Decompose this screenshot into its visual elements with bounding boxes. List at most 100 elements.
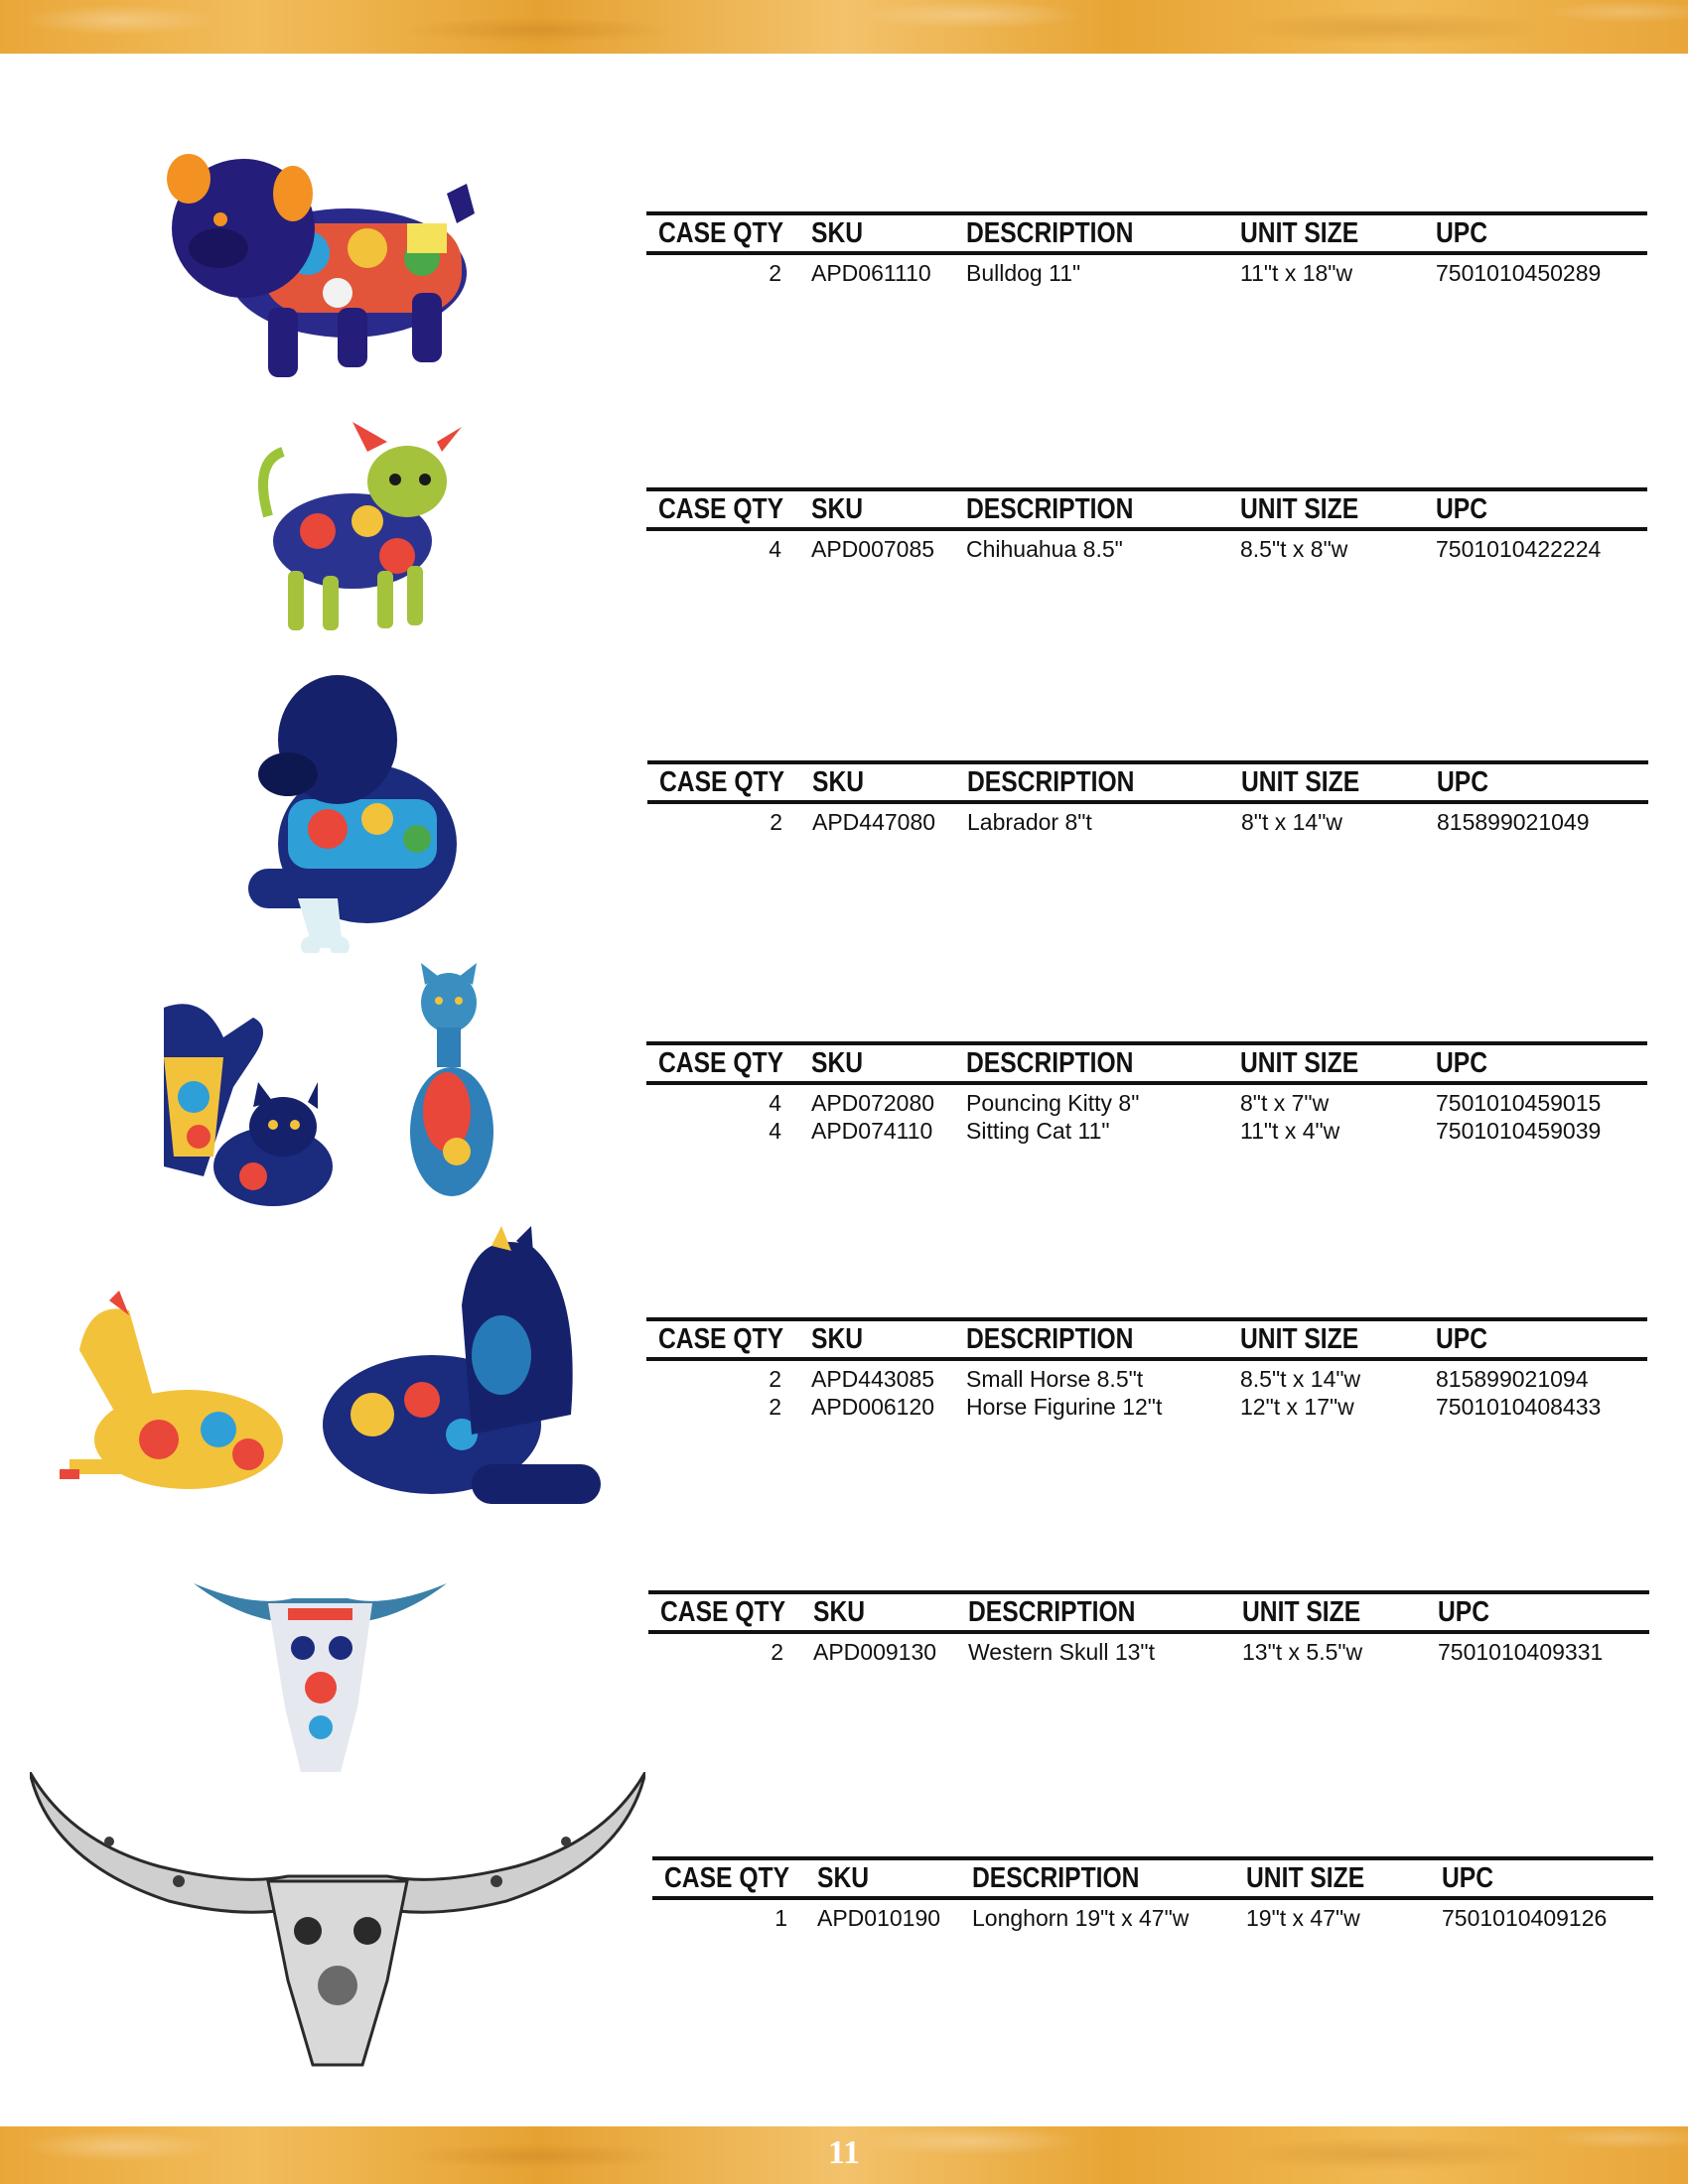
- header-case-qty: CASE QTY: [658, 217, 784, 249]
- bottom-decorative-band: 11: [0, 2126, 1688, 2184]
- sku-cell: APD443085: [811, 1366, 935, 1392]
- sku-cell: APD006120: [811, 1394, 935, 1420]
- description-cell: Pouncing Kitty 8": [966, 1090, 1140, 1116]
- header-case-qty: CASE QTY: [658, 1047, 784, 1079]
- header-description: DESCRIPTION: [972, 1862, 1140, 1894]
- unit-size-cell: 11"t x 18"w: [1240, 260, 1353, 286]
- unit-size-cell: 12"t x 17"w: [1240, 1394, 1354, 1420]
- table-row: 1 APD010190 Longhorn 19"t x 47"w 19"t x …: [652, 1904, 1653, 1932]
- description-cell: Small Horse 8.5"t: [966, 1366, 1144, 1392]
- table-row: 2 APD009130 Western Skull 13"t 13"t x 5.…: [648, 1638, 1649, 1666]
- header-description: DESCRIPTION: [966, 1323, 1134, 1355]
- header-description: DESCRIPTION: [966, 493, 1134, 525]
- description-cell: Bulldog 11": [966, 260, 1081, 286]
- product-table-bulldog: CASE QTY SKU DESCRIPTION UNIT SIZE UPC 2…: [646, 211, 1647, 287]
- sku-cell: APD074110: [811, 1118, 933, 1144]
- table-header: CASE QTY SKU DESCRIPTION UNIT SIZE UPC: [648, 1590, 1649, 1634]
- sku-cell: APD447080: [812, 809, 936, 835]
- product-table-labrador: CASE QTY SKU DESCRIPTION UNIT SIZE UPC 2…: [647, 760, 1648, 836]
- table-header: CASE QTY SKU DESCRIPTION UNIT SIZE UPC: [646, 1041, 1647, 1085]
- sku-cell: APD007085: [811, 536, 935, 562]
- header-unit-size: UNIT SIZE: [1240, 217, 1359, 249]
- description-cell: Horse Figurine 12"t: [966, 1394, 1163, 1420]
- table-row: 2 APD447080 Labrador 8"t 8"t x 14"w 8158…: [647, 808, 1648, 836]
- header-sku: SKU: [811, 217, 864, 249]
- header-case-qty: CASE QTY: [660, 1596, 786, 1628]
- header-unit-size: UNIT SIZE: [1241, 766, 1360, 798]
- sku-cell: APD010190: [817, 1905, 941, 1931]
- table-row: 2 APD006120 Horse Figurine 12"t 12"t x 1…: [646, 1393, 1647, 1421]
- header-unit-size: UNIT SIZE: [1242, 1596, 1361, 1628]
- header-upc: UPC: [1437, 766, 1489, 798]
- case-qty-cell: 1: [774, 1905, 787, 1931]
- header-case-qty: CASE QTY: [659, 766, 785, 798]
- upc-cell: 815899021094: [1436, 1366, 1589, 1392]
- product-table-cats: CASE QTY SKU DESCRIPTION UNIT SIZE UPC 4…: [646, 1041, 1647, 1145]
- small-horse-figurine-image: [60, 1291, 288, 1499]
- table-row: 4 APD072080 Pouncing Kitty 8" 8"t x 7"w …: [646, 1089, 1647, 1117]
- upc-cell: 815899021049: [1437, 809, 1590, 835]
- case-qty-cell: 4: [769, 1118, 781, 1144]
- upc-cell: 7501010409331: [1438, 1639, 1604, 1665]
- sitting-cat-figurine-image: [397, 963, 501, 1201]
- western-skull-figurine-image: [194, 1578, 447, 1777]
- unit-size-cell: 19"t x 47"w: [1246, 1905, 1360, 1931]
- sku-cell: APD061110: [811, 260, 931, 286]
- header-upc: UPC: [1436, 493, 1488, 525]
- upc-cell: 7501010459015: [1436, 1090, 1602, 1116]
- bulldog-figurine-image: [159, 134, 477, 382]
- header-description: DESCRIPTION: [968, 1596, 1136, 1628]
- description-cell: Labrador 8"t: [967, 809, 1092, 835]
- case-qty-cell: 2: [770, 809, 782, 835]
- description-cell: Western Skull 13"t: [968, 1639, 1155, 1665]
- header-sku: SKU: [812, 766, 865, 798]
- header-upc: UPC: [1442, 1862, 1494, 1894]
- header-upc: UPC: [1436, 1323, 1488, 1355]
- horse-figurine-image: [313, 1226, 606, 1514]
- header-case-qty: CASE QTY: [664, 1862, 790, 1894]
- sku-cell: APD009130: [813, 1639, 937, 1665]
- product-table-horses: CASE QTY SKU DESCRIPTION UNIT SIZE UPC 2…: [646, 1317, 1647, 1421]
- unit-size-cell: 8.5"t x 8"w: [1240, 536, 1348, 562]
- unit-size-cell: 13"t x 5.5"w: [1242, 1639, 1363, 1665]
- table-row: 2 APD061110 Bulldog 11" 11"t x 18"w 7501…: [646, 259, 1647, 287]
- case-qty-cell: 4: [769, 536, 781, 562]
- sku-cell: APD072080: [811, 1090, 935, 1116]
- labrador-figurine-image: [228, 670, 467, 953]
- unit-size-cell: 8.5"t x 14"w: [1240, 1366, 1361, 1392]
- description-cell: Chihuahua 8.5": [966, 536, 1123, 562]
- header-unit-size: UNIT SIZE: [1240, 493, 1359, 525]
- upc-cell: 7501010450289: [1436, 260, 1602, 286]
- longhorn-skull-figurine-image: [30, 1772, 645, 2070]
- top-decorative-band: [0, 0, 1688, 54]
- header-description: DESCRIPTION: [966, 1047, 1134, 1079]
- header-description: DESCRIPTION: [967, 766, 1135, 798]
- upc-cell: 7501010408433: [1436, 1394, 1602, 1420]
- header-unit-size: UNIT SIZE: [1246, 1862, 1365, 1894]
- header-upc: UPC: [1436, 1047, 1488, 1079]
- upc-cell: 7501010459039: [1436, 1118, 1602, 1144]
- header-upc: UPC: [1436, 217, 1488, 249]
- header-sku: SKU: [813, 1596, 866, 1628]
- product-table-western-skull: CASE QTY SKU DESCRIPTION UNIT SIZE UPC 2…: [648, 1590, 1649, 1666]
- product-table-longhorn: CASE QTY SKU DESCRIPTION UNIT SIZE UPC 1…: [652, 1856, 1653, 1932]
- table-header: CASE QTY SKU DESCRIPTION UNIT SIZE UPC: [646, 1317, 1647, 1361]
- page-number: 11: [827, 2134, 861, 2171]
- table-row: 4 APD074110 Sitting Cat 11" 11"t x 4"w 7…: [646, 1117, 1647, 1145]
- header-sku: SKU: [817, 1862, 870, 1894]
- header-sku: SKU: [811, 493, 864, 525]
- description-cell: Sitting Cat 11": [966, 1118, 1110, 1144]
- header-upc: UPC: [1438, 1596, 1490, 1628]
- description-cell: Longhorn 19"t x 47"w: [972, 1905, 1190, 1931]
- header-description: DESCRIPTION: [966, 217, 1134, 249]
- header-unit-size: UNIT SIZE: [1240, 1323, 1359, 1355]
- header-sku: SKU: [811, 1323, 864, 1355]
- unit-size-cell: 11"t x 4"w: [1240, 1118, 1340, 1144]
- table-header: CASE QTY SKU DESCRIPTION UNIT SIZE UPC: [652, 1856, 1653, 1900]
- product-table-chihuahua: CASE QTY SKU DESCRIPTION UNIT SIZE UPC 4…: [646, 487, 1647, 563]
- header-sku: SKU: [811, 1047, 864, 1079]
- header-unit-size: UNIT SIZE: [1240, 1047, 1359, 1079]
- table-header: CASE QTY SKU DESCRIPTION UNIT SIZE UPC: [646, 487, 1647, 531]
- header-case-qty: CASE QTY: [658, 1323, 784, 1355]
- upc-cell: 7501010422224: [1436, 536, 1602, 562]
